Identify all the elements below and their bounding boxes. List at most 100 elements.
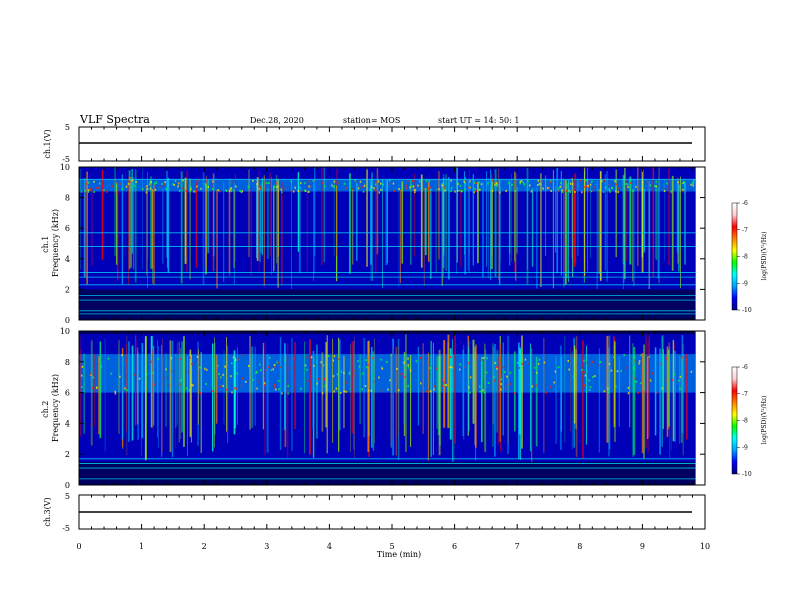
spectrogram-speckle	[256, 387, 258, 390]
spectrogram-speckle	[589, 183, 592, 186]
spectrogram-speckle	[305, 356, 307, 359]
spectrogram-speckle	[358, 365, 361, 368]
spectrogram-speckle	[338, 181, 340, 184]
x-tick-label: 10	[700, 542, 710, 551]
y-tick-label: 0	[65, 316, 70, 325]
spectrogram-speckle	[343, 182, 346, 185]
spectrogram-speckle	[504, 387, 507, 390]
spectrogram-speckle	[692, 179, 695, 182]
colorbar-tick-label: -9	[742, 280, 748, 287]
spectrogram-speckle	[299, 182, 302, 185]
spectrogram-speckle	[500, 383, 503, 386]
spectrogram-speckle	[354, 179, 356, 182]
spectrogram-speckle	[241, 190, 244, 193]
spectrogram-speckle	[444, 189, 446, 192]
spectrogram-speckle	[565, 189, 568, 192]
x-tick-label: 4	[327, 542, 332, 551]
spectrogram-speckle	[357, 187, 360, 190]
spectrogram-speckle	[200, 187, 202, 190]
spectrogram-speckle	[127, 182, 130, 185]
spectrogram-speckle	[164, 377, 167, 380]
spectrogram-speckle	[320, 365, 323, 368]
spectrogram-speckle	[335, 387, 338, 390]
spectrogram-speckle	[290, 180, 293, 183]
spectrogram-speckle	[323, 364, 325, 367]
x-tick-label: 0	[76, 542, 81, 551]
spectrogram-speckle	[404, 375, 406, 378]
spectrogram-speckle	[487, 182, 489, 185]
spectrogram-speckle	[374, 183, 377, 186]
spectrogram-speckle	[230, 190, 233, 193]
spectrogram-speckle	[312, 179, 315, 182]
ch1-waveform-ylabel: ch.1(V)	[43, 129, 52, 158]
spectrogram-speckle	[190, 188, 192, 191]
ch2-spectrum-panel: 0 2 4 6 8 10 ch.2 Frequency (kHz)	[41, 327, 706, 490]
spectrogram-speckle	[625, 182, 627, 185]
spectrogram-speckle	[494, 183, 496, 186]
spectrogram-speckle	[450, 190, 452, 193]
spectrogram-speckle	[606, 389, 609, 392]
spectrogram-speckle	[429, 191, 431, 194]
spectrogram-speckle	[314, 179, 316, 182]
spectrogram-speckle	[288, 367, 291, 370]
spectrogram-speckle	[259, 188, 261, 191]
spectrogram-speckle	[366, 366, 368, 369]
spectrogram-speckle	[590, 190, 593, 193]
spectrogram-speckle	[638, 360, 641, 363]
spectrogram-speckle	[449, 366, 451, 369]
ch1-waveform-panel: 5 -5 ch.1(V)	[43, 123, 706, 164]
colorbar-tick-label: -10	[742, 307, 752, 314]
spectrogram-speckle	[333, 355, 336, 358]
spectrogram-speckle	[225, 189, 228, 192]
spectrogram-speckle	[381, 367, 384, 370]
spectrogram-speckle	[332, 359, 335, 362]
spectrogram-speckle	[308, 190, 311, 193]
spectrogram-speckle	[491, 179, 494, 182]
spectrogram-speckle	[581, 191, 583, 194]
spectrogram-speckle	[608, 362, 611, 365]
spectrogram-speckle	[155, 181, 158, 184]
spectrogram-speckle	[157, 358, 159, 361]
spectrogram-speckle	[222, 385, 224, 388]
ch2-colorbar-label: log(PSD)(V²/Hz)	[761, 396, 768, 445]
spectrogram-speckle	[403, 361, 405, 364]
spectrogram-speckle	[277, 379, 280, 382]
spectrogram-speckle	[177, 185, 179, 188]
spectrogram-speckle	[370, 185, 373, 188]
spectrogram-speckle	[649, 379, 652, 382]
spectrogram-speckle	[598, 364, 601, 367]
spectrogram-speckle	[135, 181, 137, 184]
spectrogram-speckle	[150, 180, 152, 183]
spectrogram-speckle	[457, 189, 459, 192]
spectrogram-speckle	[433, 385, 436, 388]
spectrogram-speckle	[354, 374, 357, 377]
spectrogram-speckle	[138, 377, 141, 380]
spectrogram-speckle	[445, 384, 447, 387]
colorbar-tick-label: -8	[742, 418, 748, 425]
spectrogram-speckle	[373, 187, 375, 190]
y-tick-label: 2	[65, 450, 70, 459]
spectrogram-speckle	[483, 391, 486, 394]
spectrogram-speckle	[119, 375, 121, 378]
spectrogram-speckle	[494, 361, 496, 364]
spectrogram-speckle	[205, 368, 208, 371]
spectrogram-speckle	[268, 356, 271, 359]
spectrogram-speckle	[316, 382, 318, 385]
spectrogram-speckle	[592, 375, 594, 378]
spectrogram-speckle	[338, 358, 340, 361]
spectrogram-speckle	[454, 190, 456, 193]
spectrogram-speckle	[519, 180, 522, 183]
ch1-spectrum-ticks	[78, 167, 706, 320]
spectrogram-speckle	[475, 189, 477, 192]
spectrogram-speckle	[573, 375, 575, 378]
spectrogram-speckle	[80, 374, 83, 377]
spectrogram-speckle	[174, 180, 177, 183]
ch1-spectrum-ylabel-line2: Frequency (kHz)	[51, 209, 60, 277]
spectrogram-speckle	[419, 356, 422, 359]
spectrogram-speckle	[375, 181, 377, 184]
spectrogram-speckle	[587, 186, 590, 189]
spectrogram-speckle	[96, 386, 98, 389]
ch2-spectrum-ylabel: ch.2 Frequency (kHz)	[41, 374, 60, 442]
spectrogram-speckle	[651, 372, 654, 375]
